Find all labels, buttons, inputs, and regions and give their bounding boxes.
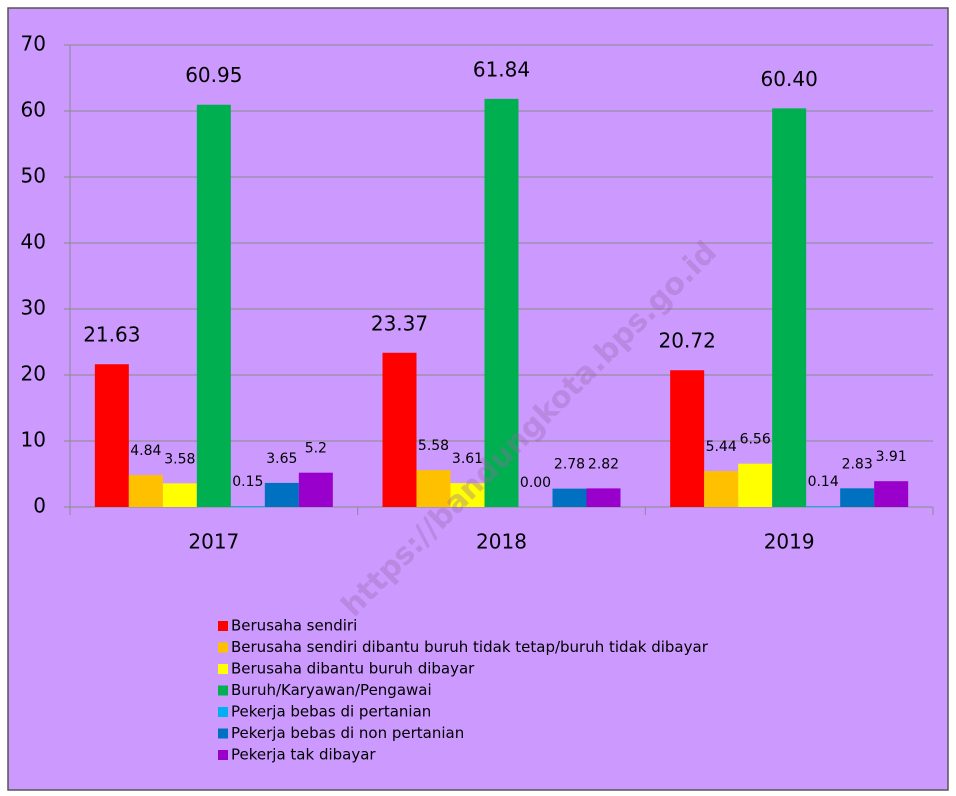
- bar: [298, 472, 333, 507]
- y-tick-label: 60: [21, 98, 46, 122]
- bar: [484, 98, 519, 507]
- bar: [586, 488, 621, 507]
- y-tick-label: 50: [21, 164, 46, 188]
- bar: [162, 483, 197, 507]
- chart-background: [7, 7, 949, 791]
- legend-label: Pekerja bebas di pertanian: [231, 703, 431, 721]
- value-label: 61.84: [473, 57, 530, 81]
- bar: [382, 352, 417, 507]
- legend-swatch: [218, 642, 228, 653]
- value-label: 3.65: [266, 451, 297, 467]
- bar: [94, 364, 129, 507]
- bar: [738, 463, 773, 507]
- bar: [552, 488, 587, 507]
- value-label: 0.00: [520, 475, 551, 491]
- legend-swatch: [218, 664, 228, 674]
- x-tick-label: 2017: [188, 530, 239, 554]
- bar: [230, 506, 265, 507]
- value-label: 3.58: [164, 451, 195, 467]
- bar: [416, 470, 451, 507]
- y-tick-label: 30: [21, 296, 46, 320]
- legend-label: Berusaha dibantu buruh dibayar: [231, 660, 475, 678]
- value-label: 2.83: [842, 456, 873, 472]
- bar: [840, 488, 875, 507]
- bar: [264, 482, 299, 507]
- y-tick-label: 40: [21, 230, 46, 254]
- value-label: 4.84: [130, 443, 161, 459]
- legend-label: Buruh/Karyawan/Pengawai: [231, 681, 432, 699]
- y-tick-label: 10: [21, 428, 46, 452]
- value-label: 23.37: [371, 311, 428, 335]
- bar: [874, 481, 909, 507]
- y-tick-label: 20: [21, 362, 46, 386]
- legend-label: Berusaha sendiri dibantu buruh tidak tet…: [231, 638, 709, 656]
- bar: [670, 370, 705, 507]
- x-tick-label: 2018: [476, 530, 527, 554]
- value-label: 0.15: [232, 474, 263, 490]
- legend-swatch: [218, 685, 228, 696]
- value-label: 60.95: [185, 63, 242, 87]
- value-label: 0.14: [808, 474, 839, 490]
- bar: [772, 108, 807, 508]
- value-label: 2.78: [554, 457, 585, 473]
- value-label: 5.44: [706, 439, 737, 455]
- y-tick-label: 70: [21, 32, 46, 56]
- legend-swatch: [218, 621, 228, 631]
- value-label: 5.2: [305, 441, 327, 457]
- legend-label: Pekerja bebas di non pertanian: [231, 724, 464, 742]
- value-label: 60.40: [761, 67, 818, 91]
- x-tick-label: 2019: [764, 530, 815, 554]
- bar: [128, 475, 163, 507]
- value-label: 20.72: [659, 329, 716, 353]
- bar: [704, 471, 739, 507]
- value-label: 3.61: [452, 451, 483, 467]
- value-label: 3.91: [876, 449, 907, 465]
- bar: [196, 104, 231, 507]
- value-label: 6.56: [740, 432, 771, 448]
- y-tick-label: 0: [33, 494, 46, 518]
- legend-label: Berusaha sendiri: [231, 617, 357, 635]
- legend-swatch: [218, 750, 228, 760]
- bar: [450, 483, 485, 507]
- value-label: 5.58: [418, 438, 449, 454]
- legend-swatch: [218, 728, 228, 739]
- legend-label: Pekerja tak dibayar: [231, 746, 376, 764]
- legend-swatch: [218, 707, 228, 717]
- value-label: 21.63: [83, 323, 140, 347]
- value-label: 2.82: [588, 456, 619, 472]
- bar: [806, 506, 841, 507]
